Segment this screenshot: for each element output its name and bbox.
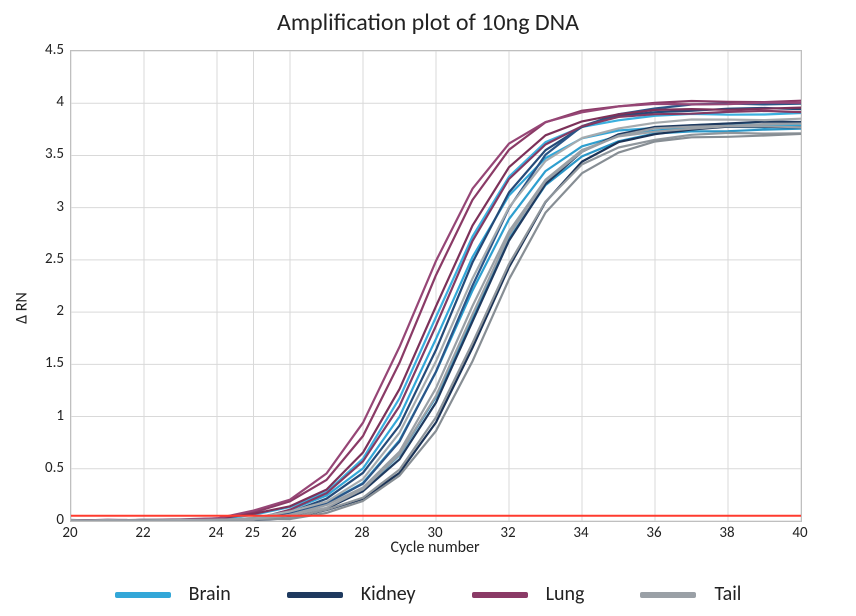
legend-swatch-kidney: [287, 592, 343, 598]
plot-svg: [71, 51, 801, 521]
chart-title: Amplification plot of 10ng DNA: [0, 8, 856, 37]
legend-item-kidney: Kidney: [287, 582, 416, 606]
ytick-4: 4: [14, 93, 64, 111]
ytick-3.5: 3.5: [14, 145, 64, 163]
ytick-0.5: 0.5: [14, 459, 64, 477]
plot-area: [70, 50, 802, 522]
ytick-1: 1: [14, 407, 64, 425]
ytick-4.5: 4.5: [14, 41, 64, 59]
legend-item-lung: Lung: [472, 582, 585, 606]
legend-label-tail: Tail: [714, 582, 741, 606]
amplification-chart: Amplification plot of 10ng DNA Δ RN 00.5…: [0, 0, 856, 616]
x-axis-label: Cycle number: [70, 538, 800, 557]
ytick-2.5: 2.5: [14, 250, 64, 268]
legend-label-lung: Lung: [546, 582, 585, 606]
legend-swatch-lung: [472, 592, 528, 598]
legend-item-tail: Tail: [640, 582, 741, 606]
legend: Brain Kidney Lung Tail: [0, 582, 856, 606]
legend-swatch-brain: [115, 592, 171, 598]
ytick-3: 3: [14, 198, 64, 216]
ytick-1.5: 1.5: [14, 354, 64, 372]
ytick-0: 0: [14, 511, 64, 529]
legend-item-brain: Brain: [115, 582, 231, 606]
legend-label-brain: Brain: [189, 582, 231, 606]
ytick-2: 2: [14, 302, 64, 320]
legend-swatch-tail: [640, 592, 696, 598]
legend-label-kidney: Kidney: [361, 582, 416, 606]
